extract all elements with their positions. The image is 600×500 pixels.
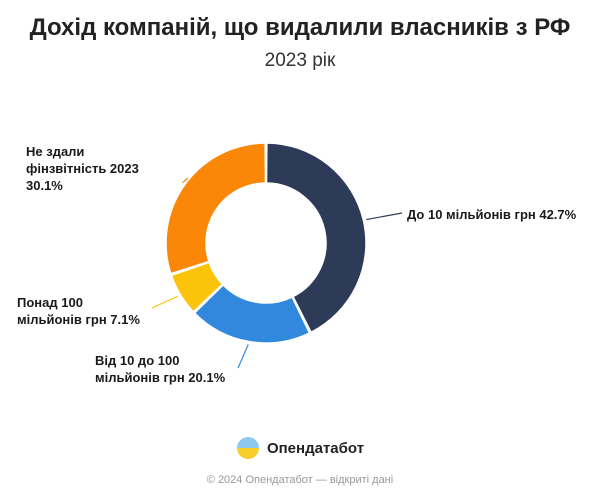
slice-label-over-100m: Понад 100 мільйонів грн 7.1% <box>17 294 140 328</box>
slice-label-no-report-line2: фінзвітність 2023 <box>26 161 139 176</box>
slice-label-no-report: Не здали фінзвітність 2023 30.1% <box>26 143 139 194</box>
brand: Опендатабот <box>0 436 600 460</box>
slice-label-over-100m-line1: Понад 100 <box>17 295 83 310</box>
slice-no-report <box>165 142 267 275</box>
slice-label-up-to-10m-line1: До 10 мільйонів грн 42.7% <box>407 207 577 222</box>
slice-label-10-to-100m-line2: мільйонів грн 20.1% <box>95 370 226 385</box>
slice-label-10-to-100m: Від 10 до 100 мільйонів грн 20.1% <box>95 352 225 386</box>
leader-line-no-report <box>182 177 189 184</box>
slice-label-over-100m-line2: мільйонів грн 7.1% <box>17 312 140 327</box>
opendatabot-logo-icon <box>236 437 259 459</box>
slice-over-100m <box>170 261 224 313</box>
footer-copyright: © 2024 Опендатабот — відкриті дані <box>206 474 394 486</box>
slice-up-to-10m <box>265 142 367 334</box>
slice-label-no-report-line1: Не здали <box>26 144 85 159</box>
leader-line-10-to-100m <box>237 344 249 369</box>
chart-subtitle: 2023 рік <box>264 50 336 71</box>
slice-label-10-to-100m-line1: Від 10 до 100 <box>95 353 180 368</box>
slice-10-to-100m <box>193 284 311 344</box>
brand-name: Опендатабот <box>266 439 365 457</box>
chart-title: Дохід компаній, що видалили власників з … <box>29 14 571 41</box>
slice-label-no-report-line3: 30.1% <box>26 178 63 193</box>
leader-line-over-100m <box>151 295 179 309</box>
slice-label-up-to-10m: До 10 мільйонів грн 42.7% <box>407 206 576 223</box>
leader-line-up-to-10m <box>366 212 403 221</box>
